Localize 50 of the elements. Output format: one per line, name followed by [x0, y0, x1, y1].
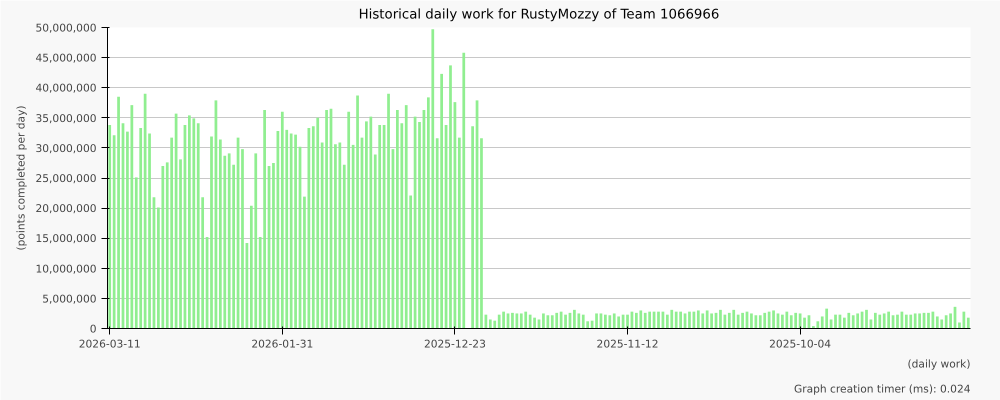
- y-tick-label: 50,000,000: [35, 22, 97, 34]
- bar: [431, 29, 434, 328]
- bar: [374, 154, 377, 328]
- bar: [440, 74, 444, 328]
- bar: [130, 105, 134, 328]
- x-tick-label: 2026-01-31: [251, 338, 314, 350]
- bar: [290, 133, 293, 328]
- text: Graph creation timer (ms): 0.024: [794, 382, 971, 396]
- bar: [462, 52, 466, 328]
- y-tick-label: 30,000,000: [35, 142, 97, 155]
- bar: [307, 128, 310, 328]
- y-tick-label: 25,000,000: [35, 172, 97, 185]
- y-tick-label: 15,000,000: [35, 232, 97, 246]
- bar: [108, 125, 112, 328]
- bar: [223, 156, 226, 328]
- bar: [196, 123, 200, 328]
- bar: [347, 112, 350, 328]
- y-tick-label: 10,000,000: [35, 262, 97, 276]
- y-tick-label: 40,000,000: [35, 82, 97, 95]
- x-tick-label: 2026-03-11: [78, 338, 141, 350]
- bar: [192, 118, 196, 328]
- x-tick-label: 2025-10-04: [769, 338, 832, 350]
- x-axis-title: (daily work): [907, 358, 971, 370]
- bar: [201, 197, 204, 328]
- bar: [280, 112, 284, 328]
- bar: [404, 105, 408, 328]
- bar: [436, 138, 439, 328]
- y-tick-label: 20,000,000: [35, 202, 97, 216]
- chart-title: Historical daily work for RustyMozzy of Team 1066966: [358, 8, 720, 22]
- y-tick-label: 0: [90, 322, 97, 336]
- x-tick-label: 2025-11-12: [596, 338, 658, 350]
- bar: [166, 162, 169, 328]
- bar: [378, 125, 382, 328]
- bar: [228, 153, 231, 328]
- y-tick-label: 45,000,000: [35, 52, 97, 65]
- y-tick-label: 5,000,000: [42, 292, 97, 306]
- bar: [316, 118, 320, 328]
- bar: [338, 142, 342, 328]
- bar: [426, 97, 430, 328]
- y-tick-label: 35,000,000: [35, 112, 97, 125]
- bar: [312, 126, 315, 328]
- x-tick-label: 2025-12-23: [424, 338, 486, 350]
- bar: [134, 177, 138, 328]
- bar: [250, 206, 253, 328]
- bar: [161, 166, 164, 328]
- bar: [285, 130, 288, 328]
- bar: [369, 116, 372, 328]
- bar: [342, 164, 346, 328]
- bar: [254, 153, 258, 328]
- y-axis-title: (points completed per day): [14, 105, 28, 251]
